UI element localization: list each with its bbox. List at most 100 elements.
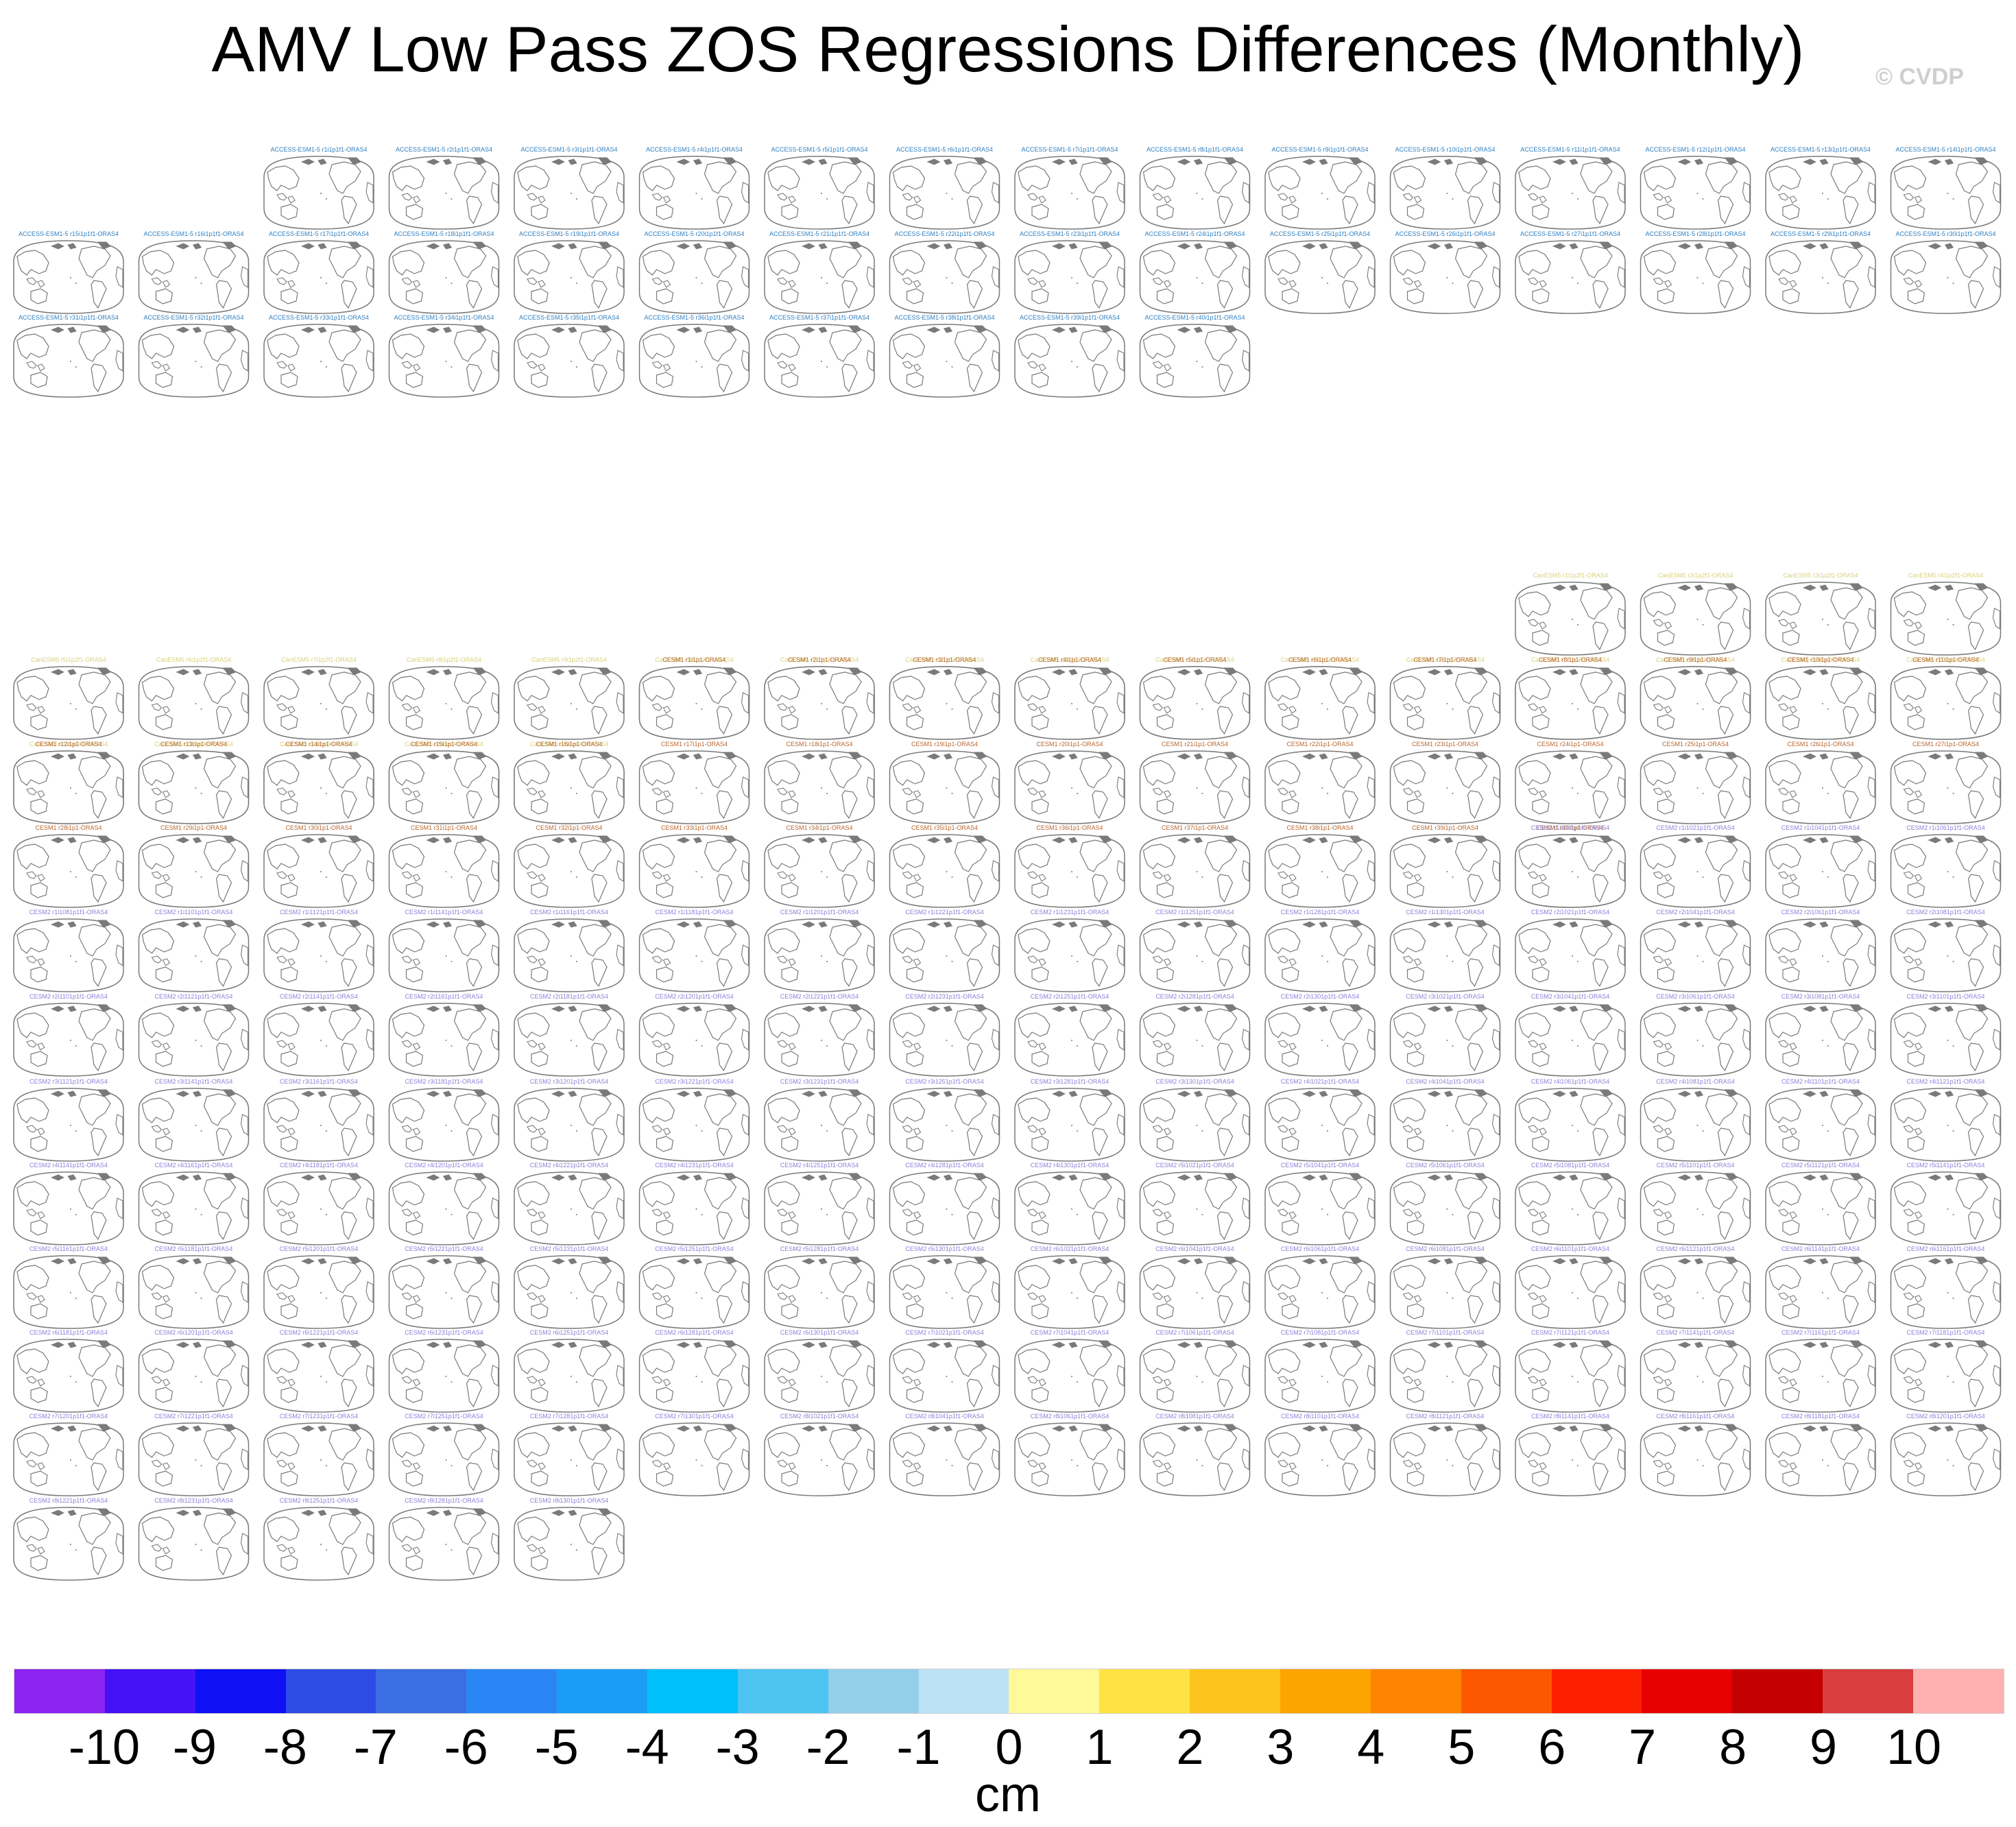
panel-title: CESM1 r10i1p1-ORAS4 <box>1787 656 1854 663</box>
panel-title: ACCESS-ESM1-5 r4i1p1f1-ORAS4 <box>645 146 743 153</box>
map-panel <box>1640 1171 1751 1245</box>
map-panel <box>388 666 500 740</box>
panel-title: CESM2 r8i1231p1f1-ORAS4 <box>154 1497 233 1504</box>
panel-title: CESM2 r7i1221p1f1-ORAS4 <box>154 1413 233 1420</box>
panel-title: CESM2 r4i1231p1f1-ORAS4 <box>655 1162 734 1169</box>
map-panel <box>388 156 500 230</box>
panel-title: ACCESS-ESM1-5 r31i1p1f1-ORAS4 <box>18 314 119 321</box>
map-panel <box>514 1339 625 1413</box>
panel-title: ACCESS-ESM1-5 r28i1p1f1-ORAS4 <box>1645 230 1746 237</box>
panel-title: CESM2 r1i1101p1f1-ORAS4 <box>154 909 233 916</box>
panel-title: CESM2 r4i1141p1f1-ORAS4 <box>29 1162 108 1169</box>
colorbar-box <box>1461 1669 1552 1713</box>
panel-title: CESM2 r3i1201p1f1-ORAS4 <box>529 1078 609 1085</box>
panel-title: CESM2 r6i1251p1f1-ORAS4 <box>529 1329 609 1336</box>
panel-title: CESM2 r4i1181p1f1-ORAS4 <box>280 1162 358 1169</box>
map-panel <box>263 324 374 398</box>
map-panel <box>638 750 750 824</box>
panel-title: ACCESS-ESM1-5 r30i1p1f1-ORAS4 <box>1895 230 1996 237</box>
panel-title: CESM2 r8i1181p1f1-ORAS4 <box>1781 1413 1860 1420</box>
panel-title: ACCESS-ESM1-5 r32i1p1f1-ORAS4 <box>143 314 244 321</box>
panel-title: CESM1 r8i1p1-ORAS4 <box>1538 656 1603 663</box>
panel-title: CESM1 r28i1p1-ORAS4 <box>35 824 102 831</box>
map-panel <box>1139 666 1251 740</box>
panel-title: CESM1 r20i1p1-ORAS4 <box>1036 741 1103 748</box>
map-panel <box>138 1171 250 1245</box>
map-panel <box>1264 1088 1376 1162</box>
map-panel <box>138 1088 250 1162</box>
map-panel <box>889 156 1000 230</box>
map-panel <box>1640 834 1751 908</box>
map-panel <box>138 750 250 824</box>
panel-title: CESM1 r38i1p1-ORAS4 <box>1286 824 1354 831</box>
panel-title: CESM2 r5i1121p1f1-ORAS4 <box>1781 1162 1860 1169</box>
map-panel <box>1389 918 1501 992</box>
panel-title: CESM2 r7i1121p1f1-ORAS4 <box>1531 1329 1609 1336</box>
map-panel <box>1014 1088 1125 1162</box>
panel-title: CESM1 r24i1p1-ORAS4 <box>1537 741 1604 748</box>
map-panel <box>388 750 500 824</box>
panel-grid <box>13 156 2002 1581</box>
panel-title: CanESM5 r21i1p2f1-ORAS4 <box>29 741 108 748</box>
map-panel <box>1640 240 1751 314</box>
map-panel <box>1014 156 1125 230</box>
map-panel <box>1389 750 1501 824</box>
map-panel <box>1014 1171 1125 1245</box>
panel-title: CESM1 r31i1p1-ORAS4 <box>410 824 478 831</box>
panel-title: CESM1 r15i1p1-ORAS4 <box>410 741 478 748</box>
map-panel <box>1014 1255 1125 1329</box>
map-panel <box>1765 240 1876 314</box>
map-panel <box>1264 1003 1376 1077</box>
panel-title: CESM2 r5i1281p1f1-ORAS4 <box>780 1245 859 1252</box>
map-panel <box>1640 666 1751 740</box>
colorbar-tick-label: 6 <box>1538 1720 1566 1775</box>
map-panel <box>1389 1339 1501 1413</box>
map-panel <box>263 666 374 740</box>
map-panel <box>1515 834 1626 908</box>
map-panel <box>1765 834 1876 908</box>
map-panel <box>1765 1171 1876 1245</box>
panel-title: CESM1 r7i1p1-ORAS4 <box>1413 656 1477 663</box>
panel-title: ACCESS-ESM1-5 r18i1p1f1-ORAS4 <box>394 230 494 237</box>
map-panel <box>764 750 875 824</box>
map-panel <box>764 1339 875 1413</box>
map-panel <box>638 1422 750 1496</box>
panel-title: ACCESS-ESM1-5 r35i1p1f1-ORAS4 <box>518 314 620 321</box>
map-panel <box>889 324 1000 398</box>
map-panel <box>263 918 374 992</box>
map-panel <box>1890 1422 2002 1496</box>
map-panel <box>263 156 374 230</box>
map-panel <box>889 834 1000 908</box>
panel-title: CESM2 r2i1221p1f1-ORAS4 <box>780 993 859 1000</box>
panel-title: CESM2 r7i1041p1f1-ORAS4 <box>1030 1329 1109 1336</box>
panel-title: ACCESS-ESM1-5 r3i1p1f1-ORAS4 <box>520 146 618 153</box>
panel-title: CESM2 r4i1221p1f1-ORAS4 <box>529 1162 609 1169</box>
panel-title: CESM2 r3i1061p1f1-ORAS4 <box>1656 993 1735 1000</box>
map-panel <box>1765 1088 1876 1162</box>
map-panel <box>1014 240 1125 314</box>
panel-title: CESM2 r7i1231p1f1-ORAS4 <box>279 1413 359 1420</box>
map-panel <box>1389 1422 1501 1496</box>
panel-title: CESM1 r19i1p1-ORAS4 <box>911 741 979 748</box>
panel-title: CESM2 r6i1281p1f1-ORAS4 <box>655 1329 734 1336</box>
map-panel <box>1389 834 1501 908</box>
panel-title: CESM1 r13i1p1-ORAS4 <box>160 741 228 748</box>
colorbar-box <box>1823 1669 1914 1713</box>
map-panel <box>13 834 124 908</box>
panel-title: ACCESS-ESM1-5 r34i1p1f1-ORAS4 <box>394 314 494 321</box>
panel-title: CESM1 r3i1p1-ORAS4 <box>913 656 976 663</box>
colorbar-box <box>647 1669 738 1713</box>
map-panel <box>1515 666 1626 740</box>
panel-title: ACCESS-ESM1-5 r6i1p1f1-ORAS4 <box>896 146 994 153</box>
map-panel <box>1264 750 1376 824</box>
colorbar-box <box>557 1669 648 1713</box>
colorbar-tick-label: -3 <box>715 1720 760 1775</box>
panel-title: ACCESS-ESM1-5 r16i1p1f1-ORAS4 <box>143 230 244 237</box>
colorbar-tick-label: 4 <box>1357 1720 1385 1775</box>
panel-title: ACCESS-ESM1-5 r25i1p1f1-ORAS4 <box>1269 230 1371 237</box>
map-panel <box>263 1088 374 1162</box>
panel-title: ACCESS-ESM1-5 r38i1p1f1-ORAS4 <box>894 314 995 321</box>
map-panel <box>263 1171 374 1245</box>
map-panel <box>764 918 875 992</box>
map-panel <box>638 1339 750 1413</box>
